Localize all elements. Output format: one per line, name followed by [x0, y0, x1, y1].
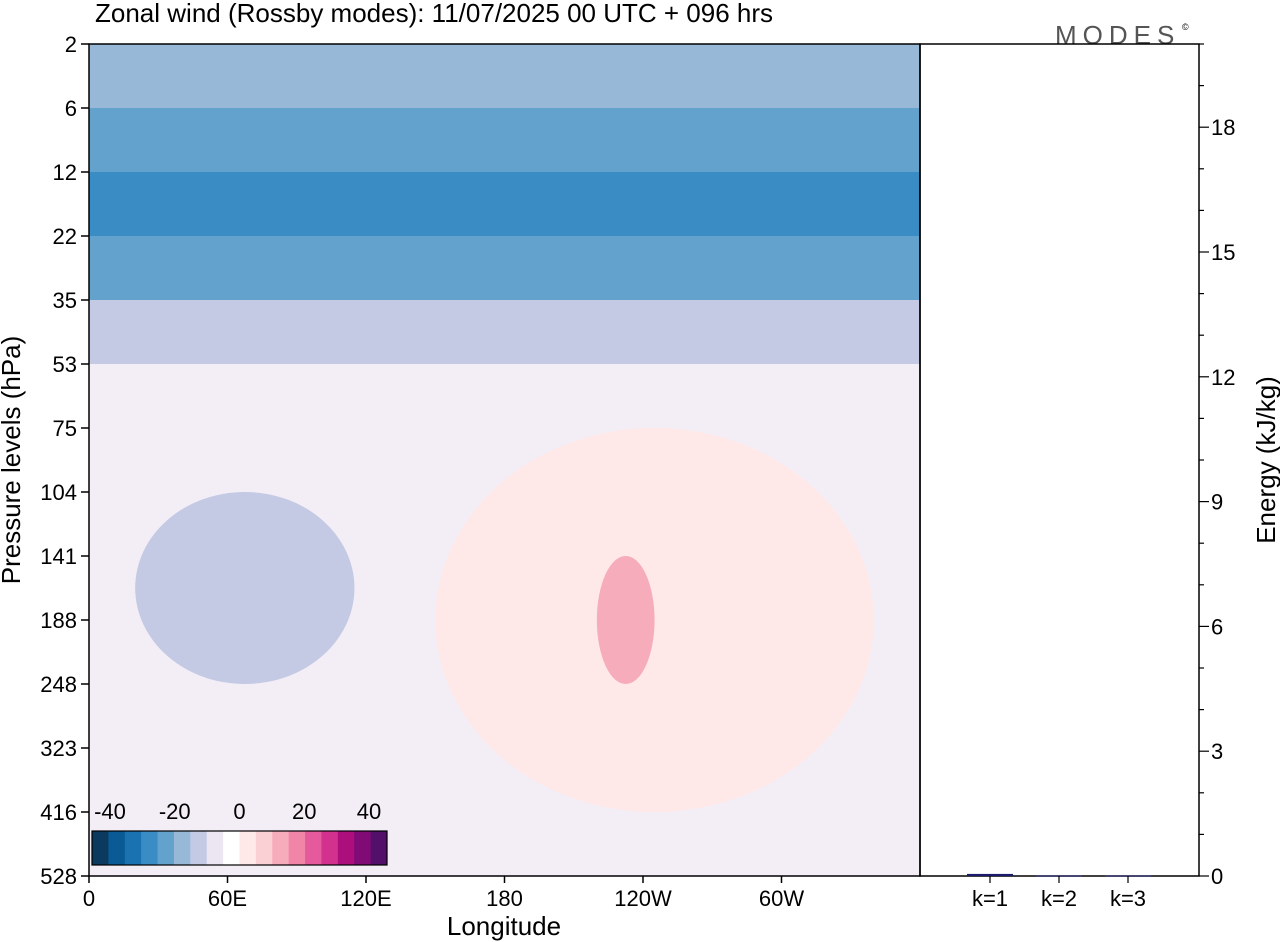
y-tick-label: 35 [53, 288, 77, 313]
colorbar-tick-label: 40 [357, 799, 381, 824]
y-tick-label: 2 [65, 32, 77, 57]
x-tick-label: 120W [614, 886, 672, 911]
logo-registered-mark: © [1182, 22, 1189, 32]
colorbar-tick-label: 0 [233, 799, 245, 824]
energy-tick-label: 9 [1211, 490, 1223, 515]
level-band-4 [89, 300, 920, 364]
colorbar-swatch [124, 831, 142, 865]
energy-tick-label: 15 [1211, 240, 1235, 265]
positive-region-central [435, 428, 874, 812]
energy-category-label: k=1 [972, 886, 1008, 911]
colorbar-tick-label: -20 [159, 799, 191, 824]
colorbar-swatch [288, 831, 306, 865]
y-tick-label: 248 [40, 672, 77, 697]
y-tick-label: 53 [53, 352, 77, 377]
x-tick-label: 60E [208, 886, 247, 911]
y-tick-label: 12 [53, 160, 77, 185]
x-tick-label: 60W [759, 886, 804, 911]
colorbar-swatch [190, 831, 208, 865]
colorbar-swatch [92, 831, 109, 865]
energy-tick-label: 18 [1211, 115, 1235, 140]
colorbar-tick-label: 20 [292, 799, 316, 824]
x-tick-label: 180 [486, 886, 523, 911]
energy-frame [919, 43, 1200, 877]
y-tick-label: 75 [53, 416, 77, 441]
colorbar-swatch [141, 831, 159, 865]
y-tick-label: 141 [40, 544, 77, 569]
energy-bar-k=1 [967, 873, 1013, 876]
colorbar: -40 -20 0 20 40 [91, 799, 388, 866]
x-axis-label: Longitude [447, 911, 561, 941]
energy-bar-chart: 0 3 6 9 12 15 18 k=1 k=2 k=3 [919, 43, 1235, 911]
colorbar-swatch [108, 831, 126, 865]
colorbar-swatch [337, 831, 355, 865]
x-tick-label: 120E [340, 886, 391, 911]
y-tick-label: 104 [40, 480, 77, 505]
colorbar-swatch [370, 831, 388, 865]
x-tick-label: 0 [83, 886, 95, 911]
y-tick-label: 22 [53, 224, 77, 249]
colorbar-swatch [305, 831, 322, 865]
colorbar-swatch [354, 831, 372, 865]
colorbar-swatch [272, 831, 290, 865]
colorbar-frame [91, 830, 388, 866]
y-tick-label: 6 [65, 96, 77, 121]
colorbar-swatch [255, 831, 273, 865]
level-band-2 [89, 172, 920, 236]
energy-category-label: k=2 [1041, 886, 1077, 911]
colorbar-swatch [206, 831, 224, 865]
energy-tick-label: 12 [1211, 365, 1235, 390]
negative-region-west-pacific [135, 492, 355, 684]
level-band-1 [89, 108, 920, 172]
y-tick-label: 528 [40, 864, 77, 889]
colorbar-swatch [223, 831, 240, 865]
colorbar-tick-label: -40 [94, 799, 126, 824]
energy-category-label: k=3 [1110, 886, 1146, 911]
modes-logo: MODES [1055, 20, 1180, 50]
energy-axis-label: Energy (kJ/kg) [1251, 376, 1280, 544]
level-band-3 [89, 236, 920, 300]
chart-title: Zonal wind (Rossby modes): 11/07/2025 00… [95, 0, 773, 28]
energy-tick-label: 3 [1211, 739, 1223, 764]
energy-tick-label: 0 [1211, 864, 1223, 889]
colorbar-swatch [321, 831, 339, 865]
energy-marks: 0 3 6 9 12 15 18 k=1 k=2 k=3 [967, 43, 1235, 911]
y-tick-label: 188 [40, 608, 77, 633]
positive-core-120w [596, 556, 655, 684]
y-axis-label: Pressure levels (hPa) [0, 336, 26, 585]
y-tick-label: 323 [40, 736, 77, 761]
heatmap-fill-layer [89, 44, 920, 876]
energy-tick-label: 6 [1211, 614, 1223, 639]
colorbar-swatch [157, 831, 175, 865]
level-band-0 [89, 44, 920, 108]
colorbar-swatch [239, 831, 257, 865]
y-tick-label: 416 [40, 800, 77, 825]
colorbar-swatch [173, 831, 191, 865]
